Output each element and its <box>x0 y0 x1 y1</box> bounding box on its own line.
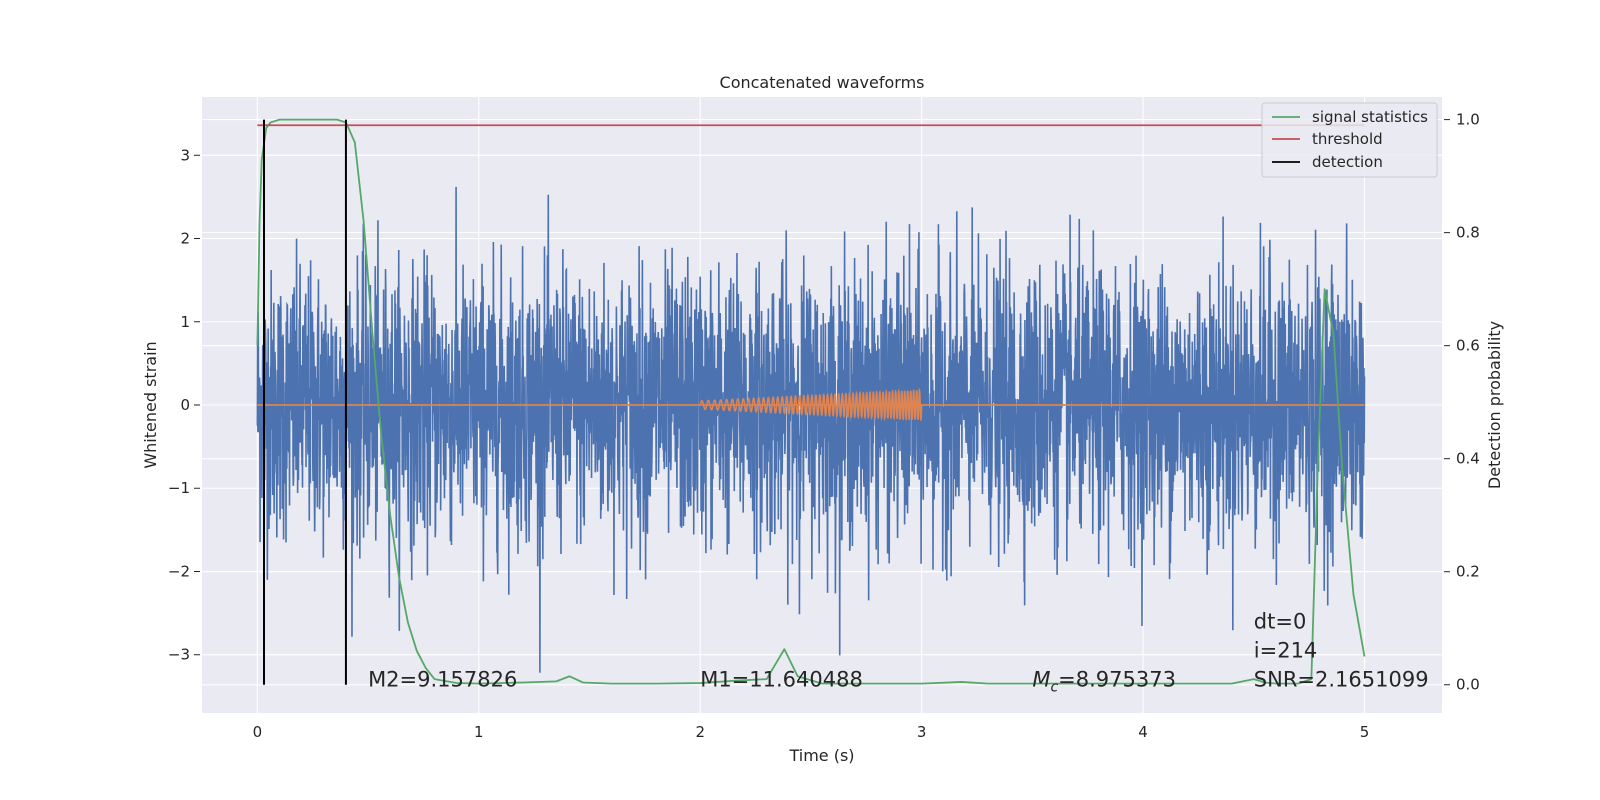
legend-label-threshold: threshold <box>1312 130 1383 148</box>
y-right-axis-ticks: 0.0 0.2 0.4 0.6 0.8 1.0 <box>1444 111 1480 694</box>
x-axis-label: Time (s) <box>788 746 854 765</box>
annotation-text: SNR=2.1651099 <box>1254 668 1429 692</box>
legend-label-signal-statistics: signal statistics <box>1312 108 1428 126</box>
annotation-text: Mc=8.975373 <box>1032 668 1176 696</box>
legend: signal statistics threshold detection <box>1261 102 1438 178</box>
x-tick-label: 2 <box>695 723 705 741</box>
x-tick-label: 4 <box>1138 723 1148 741</box>
y-tick-label: −2 <box>168 562 190 580</box>
y-right-tick-label: 0.8 <box>1456 224 1480 242</box>
y-right-tick-label: 1.0 <box>1456 111 1480 129</box>
strain-line <box>256 186 1366 673</box>
legend-box <box>1261 102 1438 178</box>
signal-statistics-series <box>256 118 1366 685</box>
strain-series <box>256 186 1366 673</box>
x-tick-label: 1 <box>474 723 484 741</box>
chart-title: Concatenated waveforms <box>720 73 925 92</box>
y-right-tick-label: 0.2 <box>1456 563 1480 581</box>
y-right-tick-label: 0.0 <box>1456 676 1480 694</box>
y-tick-label: 2 <box>180 230 190 248</box>
annotations: M2=9.157826 M1=11.640488 Mc=8.975373 dt=0 i=… <box>368 609 1429 695</box>
legend-label-detection: detection <box>1312 153 1383 171</box>
y-right-axis-label: Detection probability <box>1485 321 1504 489</box>
annotation-text: dt=0 <box>1254 609 1307 633</box>
annotation-text: i=214 <box>1254 639 1318 663</box>
y-axis-label: Whitened strain <box>141 341 160 468</box>
waveform-chirp <box>699 387 923 422</box>
x-tick-label: 5 <box>1360 723 1370 741</box>
signal-statistics-line <box>256 118 1366 685</box>
y-tick-label: −3 <box>168 646 190 664</box>
y-tick-label: −1 <box>168 479 190 497</box>
y-tick-label: 3 <box>180 146 190 164</box>
annotation-text: M1=11.640488 <box>700 668 863 692</box>
waveform-series <box>257 387 1365 422</box>
annotation-text: M2=9.157826 <box>368 668 517 692</box>
x-tick-label: 0 <box>253 723 263 741</box>
x-axis-ticks: 0 1 2 3 4 5 <box>253 723 1370 741</box>
y-tick-label: 1 <box>180 313 190 331</box>
y-tick-label: 0 <box>180 396 190 414</box>
y-right-tick-label: 0.4 <box>1456 450 1480 468</box>
y-right-tick-label: 0.6 <box>1456 337 1480 355</box>
x-tick-label: 3 <box>917 723 927 741</box>
detection-series <box>263 119 347 685</box>
y-axis-ticks: −3 −2 −1 0 1 2 3 <box>168 146 200 664</box>
